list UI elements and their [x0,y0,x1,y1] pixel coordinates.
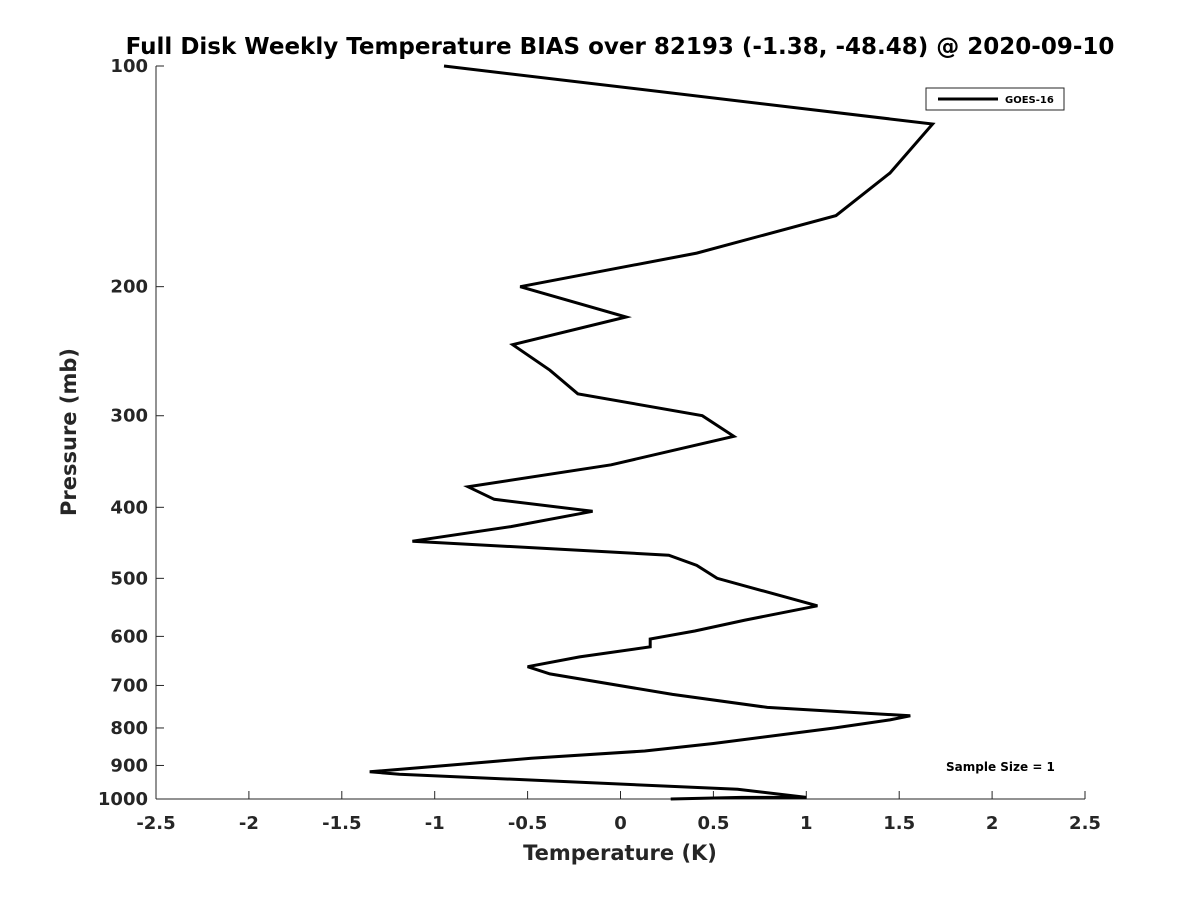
legend-label-goes-16: GOES-16 [1005,95,1054,106]
sample-size-annotation: Sample Size = 1 [946,760,1055,774]
x-tick-label: -0.5 [508,813,547,834]
x-tick-label: 0 [614,813,627,834]
legend[interactable]: GOES-16 [925,87,1065,111]
x-tick-label: -2.5 [136,813,175,834]
series-line-goes-16 [369,64,936,801]
y-tick-label: 1000 [98,789,148,810]
x-tick-label: 1.5 [883,813,915,834]
y-ticks: 100 200 300 400 500 600 700 800 900 1000 [98,56,164,810]
x-tick-label: 2.5 [1069,813,1101,834]
x-tick-label: -1 [425,813,445,834]
x-ticks: -2.5 -2 -1.5 -1 -0.5 0 0.5 1 1.5 2 2.5 [136,791,1101,834]
y-tick-label: 400 [110,497,148,518]
y-tick-label: 900 [110,755,148,776]
x-tick-label: 2 [986,813,999,834]
y-tick-label: 300 [110,406,148,427]
y-tick-label: 700 [110,675,148,696]
y-tick-label: 100 [110,56,148,77]
y-tick-label: 200 [110,277,148,298]
y-tick-label: 800 [110,718,148,739]
x-tick-label: -2 [239,813,259,834]
x-axis-label: Temperature (K) [523,841,717,865]
x-tick-label: -1.5 [322,813,361,834]
series-group [369,64,936,801]
y-tick-label: 600 [110,626,148,647]
y-tick-label: 500 [110,568,148,589]
x-tick-label: 0.5 [697,813,729,834]
plot-area: -2.5 -2 -1.5 -1 -0.5 0 0.5 1 1.5 2 2.5 100 200 300 40… [98,56,1101,834]
x-tick-label: 1 [800,813,813,834]
y-axis-label: Pressure (mb) [57,348,81,516]
chart-title: Full Disk Weekly Temperature BIAS over 8… [126,34,1115,60]
